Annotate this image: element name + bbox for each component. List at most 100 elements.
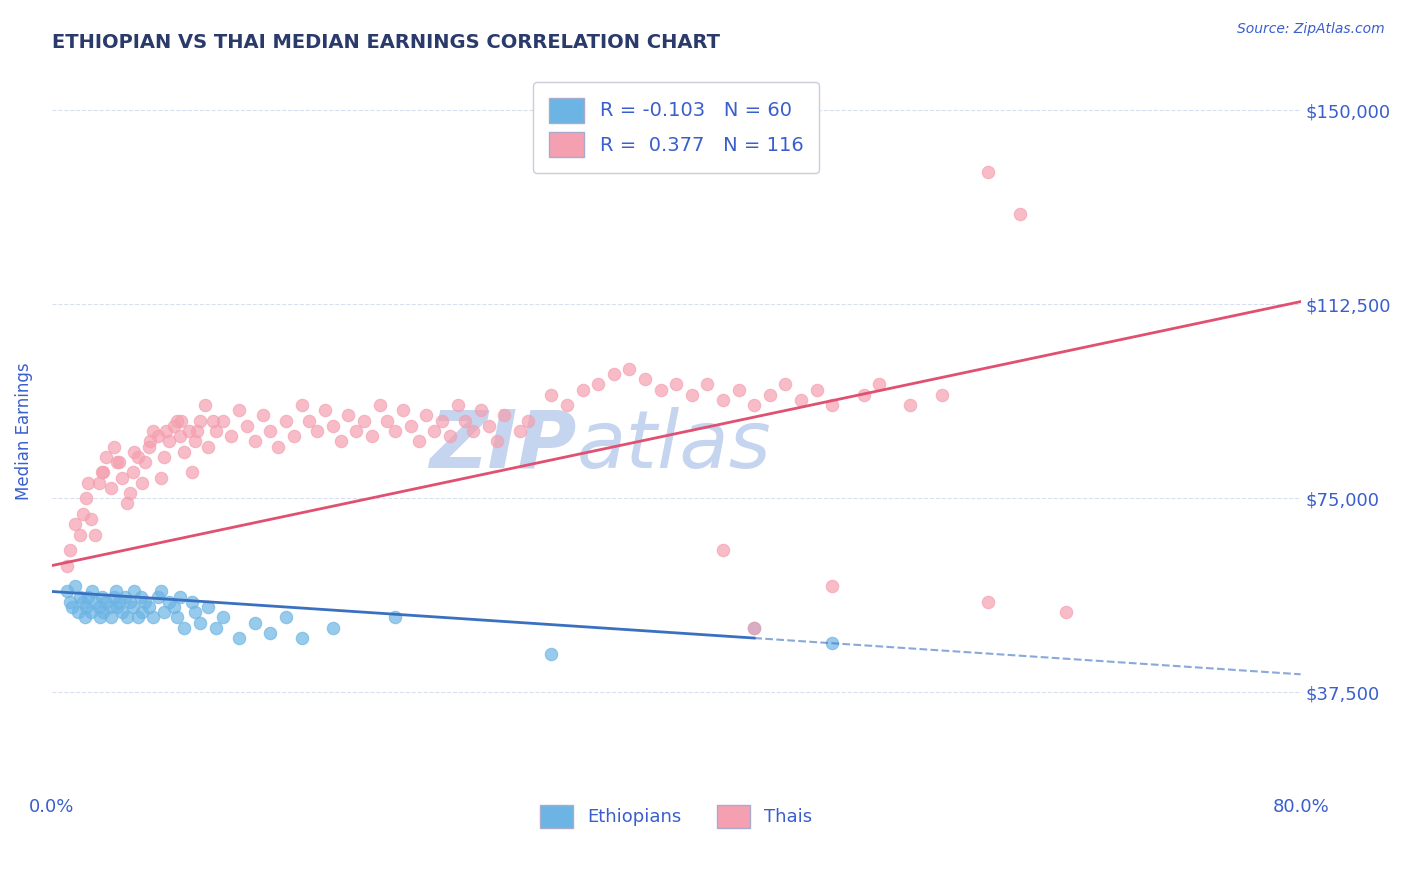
Point xyxy=(478,418,501,433)
Point xyxy=(931,388,953,402)
Point xyxy=(91,466,114,480)
Point xyxy=(111,605,134,619)
Point xyxy=(84,595,107,609)
Point xyxy=(115,610,138,624)
Point xyxy=(59,595,82,609)
Point xyxy=(90,466,112,480)
Point xyxy=(124,444,146,458)
Legend: Ethiopians, Thais: Ethiopians, Thais xyxy=(533,797,820,835)
Point xyxy=(131,605,153,619)
Point xyxy=(146,429,169,443)
Point xyxy=(408,434,430,449)
Point xyxy=(129,590,152,604)
Point xyxy=(392,403,415,417)
Point xyxy=(162,599,184,614)
Point xyxy=(114,590,136,604)
Point xyxy=(194,398,217,412)
Point xyxy=(742,398,765,412)
Point xyxy=(197,599,219,614)
Point xyxy=(104,584,127,599)
Point xyxy=(80,512,103,526)
Point xyxy=(274,414,297,428)
Point xyxy=(157,434,180,449)
Text: ETHIOPIAN VS THAI MEDIAN EARNINGS CORRELATION CHART: ETHIOPIAN VS THAI MEDIAN EARNINGS CORREL… xyxy=(52,33,720,52)
Point xyxy=(711,543,734,558)
Point xyxy=(84,527,107,541)
Point xyxy=(430,414,453,428)
Point xyxy=(368,398,391,412)
Point xyxy=(1056,605,1078,619)
Point xyxy=(298,414,321,428)
Point xyxy=(76,590,98,604)
Point xyxy=(204,621,226,635)
Point xyxy=(711,392,734,407)
Point xyxy=(105,455,128,469)
Point xyxy=(790,392,813,407)
Point xyxy=(56,558,79,573)
Point xyxy=(169,590,191,604)
Point xyxy=(252,409,274,423)
Point xyxy=(446,398,468,412)
Point xyxy=(821,579,844,593)
Point xyxy=(759,388,782,402)
Point xyxy=(56,584,79,599)
Point xyxy=(169,429,191,443)
Point xyxy=(103,440,125,454)
Point xyxy=(727,383,749,397)
Point xyxy=(470,403,492,417)
Point xyxy=(155,424,177,438)
Point xyxy=(212,414,235,428)
Point xyxy=(96,450,118,464)
Point xyxy=(243,434,266,449)
Point xyxy=(76,475,98,490)
Point xyxy=(665,377,688,392)
Point xyxy=(127,450,149,464)
Point xyxy=(485,434,508,449)
Point xyxy=(87,599,110,614)
Point xyxy=(868,377,890,392)
Point xyxy=(100,481,122,495)
Point xyxy=(344,424,367,438)
Point xyxy=(290,631,312,645)
Point xyxy=(124,584,146,599)
Point xyxy=(603,367,626,381)
Point xyxy=(139,434,162,449)
Point xyxy=(108,455,131,469)
Y-axis label: Median Earnings: Median Earnings xyxy=(15,362,32,500)
Point xyxy=(96,595,118,609)
Point xyxy=(118,595,141,609)
Point xyxy=(439,429,461,443)
Point xyxy=(87,475,110,490)
Point xyxy=(67,605,90,619)
Point xyxy=(353,414,375,428)
Point xyxy=(173,444,195,458)
Point xyxy=(540,388,562,402)
Point xyxy=(322,418,344,433)
Point xyxy=(259,626,281,640)
Point xyxy=(337,409,360,423)
Point xyxy=(384,610,406,624)
Point xyxy=(415,409,437,423)
Point xyxy=(134,595,156,609)
Point xyxy=(142,610,165,624)
Point xyxy=(555,398,578,412)
Point xyxy=(184,434,207,449)
Point xyxy=(243,615,266,630)
Point xyxy=(118,486,141,500)
Point xyxy=(509,424,531,438)
Point xyxy=(290,398,312,412)
Point xyxy=(181,595,204,609)
Point xyxy=(115,496,138,510)
Point xyxy=(977,165,1000,179)
Point xyxy=(259,424,281,438)
Point xyxy=(72,507,94,521)
Point xyxy=(72,595,94,609)
Point xyxy=(150,470,173,484)
Point xyxy=(188,414,211,428)
Point xyxy=(75,599,97,614)
Point xyxy=(100,610,122,624)
Point xyxy=(150,584,173,599)
Text: Source: ZipAtlas.com: Source: ZipAtlas.com xyxy=(1237,22,1385,37)
Point xyxy=(307,424,329,438)
Point xyxy=(142,424,165,438)
